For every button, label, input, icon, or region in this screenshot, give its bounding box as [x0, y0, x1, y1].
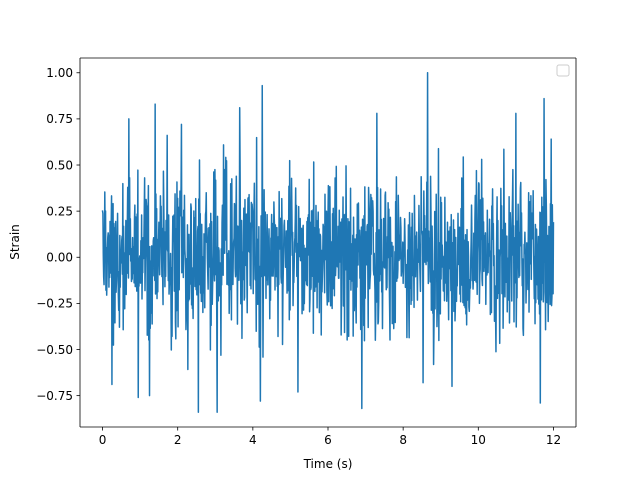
- y-tick-label: 0.00: [46, 251, 73, 265]
- y-axis-ticks: −0.75 −0.50 −0.25 0.00 0.25 0.50 0.75 1.00: [36, 66, 80, 403]
- strain-series-line: [101, 72, 555, 413]
- x-tick-label: 4: [249, 433, 257, 447]
- y-tick-label: 0.75: [46, 112, 73, 126]
- y-tick-label: 1.00: [46, 66, 73, 80]
- x-tick-label: 8: [399, 433, 407, 447]
- x-tick-label: 6: [324, 433, 332, 447]
- plot-area: 0 2 4 6 8 10 12 −0.75 −0.50 −0.25 0.00 0.25 0.50 0.7…: [36, 57, 577, 447]
- y-tick-label: −0.75: [36, 389, 73, 403]
- y-tick-label: 0.25: [46, 204, 73, 218]
- x-axis-label: Time (s): [303, 457, 353, 471]
- x-tick-label: 12: [546, 433, 561, 447]
- x-tick-label: 2: [174, 433, 182, 447]
- series-layer: [101, 72, 555, 413]
- y-tick-label: 0.50: [46, 158, 73, 172]
- y-tick-label: −0.25: [36, 297, 73, 311]
- x-tick-label: 0: [99, 433, 107, 447]
- x-tick-label: 10: [471, 433, 486, 447]
- x-axis-ticks: 0 2 4 6 8 10 12: [99, 427, 561, 447]
- legend-box: [556, 64, 570, 77]
- y-tick-label: −0.50: [36, 343, 73, 357]
- y-axis-label: Strain: [8, 224, 22, 260]
